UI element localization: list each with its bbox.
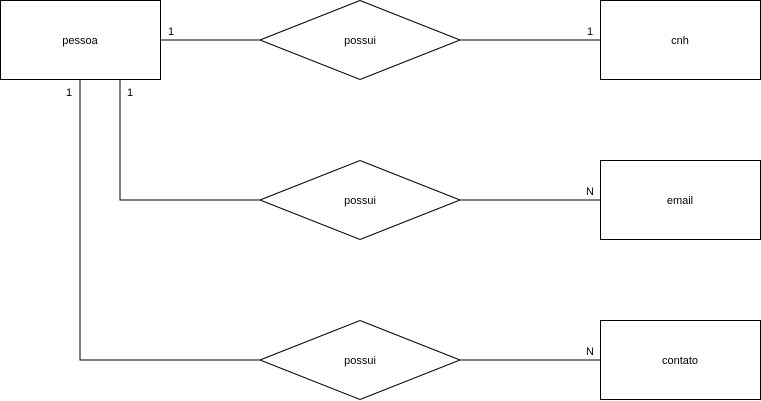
line-pessoa-rel-email <box>119 80 260 201</box>
relationship-pessoa-contato-label: possui <box>344 355 376 367</box>
relationship-pessoa-contato[interactable]: possui <box>258 319 462 401</box>
entity-contato[interactable]: contato <box>600 320 761 400</box>
entity-cnh-label: cnh <box>671 35 689 47</box>
entity-pessoa-label: pessoa <box>62 35 98 47</box>
relationship-pessoa-cnh-label: possui <box>344 35 376 47</box>
cardinality-pessoa-email-left: 1 <box>127 87 133 99</box>
relationship-pessoa-cnh[interactable]: possui <box>258 0 462 81</box>
relationship-pessoa-email[interactable]: possui <box>258 159 462 241</box>
entity-contato-label: contato <box>662 355 698 367</box>
cardinality-pessoa-contato-right: N <box>586 346 594 358</box>
cardinality-pessoa-email-right: N <box>586 186 594 198</box>
cardinality-pessoa-cnh-left: 1 <box>168 26 174 38</box>
line-pessoa-rel-contato <box>79 80 260 361</box>
cardinality-pessoa-contato-left: 1 <box>66 87 72 99</box>
relationship-pessoa-email-label: possui <box>344 195 376 207</box>
entity-cnh[interactable]: cnh <box>600 0 761 80</box>
entity-email-label: email <box>667 195 693 207</box>
entity-pessoa[interactable]: pessoa <box>0 0 161 80</box>
cardinality-pessoa-cnh-right: 1 <box>587 26 593 38</box>
entity-email[interactable]: email <box>600 160 761 240</box>
